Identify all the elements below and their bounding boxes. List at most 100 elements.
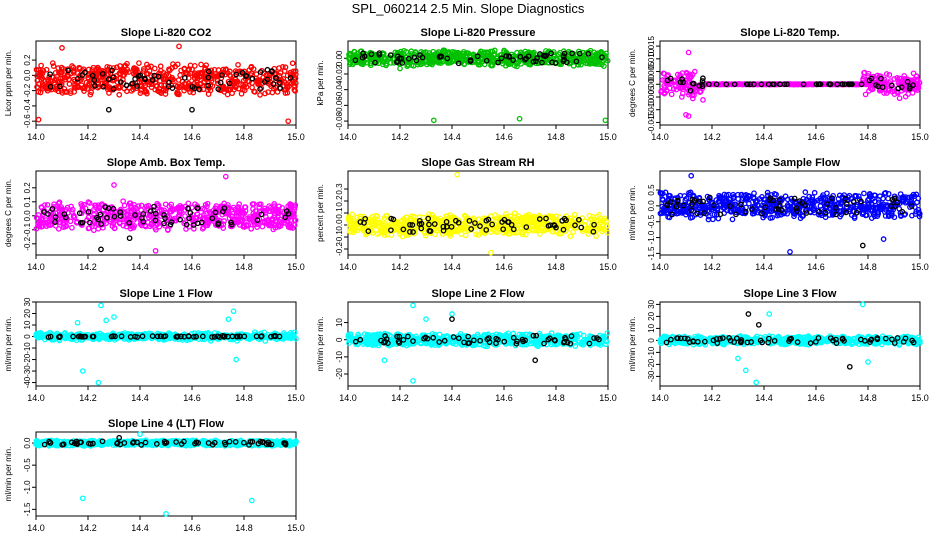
selected-point bbox=[149, 77, 156, 83]
selected-point bbox=[181, 75, 188, 81]
x-tick-label: 14.6 bbox=[495, 262, 513, 272]
data-point bbox=[902, 93, 909, 100]
selected-point bbox=[483, 57, 490, 64]
data-point bbox=[90, 227, 97, 234]
plot-frame bbox=[35, 301, 297, 387]
data-point bbox=[166, 66, 172, 73]
data-point bbox=[525, 61, 532, 68]
data-point bbox=[187, 89, 193, 95]
x-tick-label: 14.8 bbox=[235, 262, 253, 272]
page-title: SPL_060214 2.5 Min. Slope Diagnostics bbox=[351, 1, 585, 16]
x-tick-label: 14.6 bbox=[183, 132, 201, 142]
y-tick-label: -0.06 bbox=[335, 96, 344, 115]
x-tick-label: 15.0 bbox=[911, 262, 929, 272]
y-tick-label: 0.0 bbox=[23, 69, 32, 81]
y-tick-label: -0.1 bbox=[335, 230, 344, 244]
data-point bbox=[567, 233, 574, 240]
x-tick-label: 15.0 bbox=[599, 132, 617, 142]
data-point bbox=[879, 87, 885, 93]
data-point bbox=[224, 91, 231, 98]
data-point bbox=[134, 80, 141, 86]
chart-title: Slope Gas Stream RH bbox=[421, 157, 534, 169]
data-point bbox=[49, 60, 56, 66]
y-axis-label: percent per min. bbox=[316, 184, 325, 242]
data-point bbox=[194, 74, 200, 81]
y-tick-label: 0.0 bbox=[335, 219, 344, 231]
selected-point bbox=[243, 73, 250, 79]
data-point bbox=[410, 62, 417, 69]
x-tick-label: 14.4 bbox=[443, 262, 461, 272]
data-point bbox=[174, 91, 181, 97]
selected-point bbox=[533, 58, 539, 65]
chart-title: Slope Sample Flow bbox=[740, 157, 841, 169]
selected-point bbox=[352, 57, 359, 64]
data-point bbox=[103, 84, 110, 90]
data-point bbox=[52, 86, 59, 93]
data-point bbox=[33, 66, 40, 73]
selected-point bbox=[503, 53, 510, 59]
outlier-point bbox=[602, 117, 609, 124]
selected-point bbox=[474, 53, 481, 60]
data-point bbox=[478, 49, 484, 55]
selected-point bbox=[264, 76, 271, 83]
data-point bbox=[50, 63, 57, 69]
selected-point bbox=[506, 54, 513, 60]
chart-title: Slope Amb. Box Temp. bbox=[107, 157, 226, 169]
x-tick-label: 14.4 bbox=[755, 262, 773, 272]
selected-outlier bbox=[105, 106, 112, 113]
data-point bbox=[257, 92, 263, 98]
selected-point bbox=[56, 83, 63, 90]
selected-point bbox=[132, 76, 138, 82]
outlier-point bbox=[59, 45, 65, 51]
x-tick-label: 14.0 bbox=[339, 262, 357, 272]
y-tick-label: -0.010 bbox=[647, 98, 656, 121]
data-point bbox=[663, 88, 670, 94]
data-point bbox=[46, 73, 53, 80]
selected-point bbox=[522, 56, 528, 63]
selected-point bbox=[436, 54, 443, 60]
selected-point bbox=[129, 80, 136, 87]
data-point bbox=[95, 80, 102, 86]
outlier-point bbox=[230, 308, 237, 315]
data-point bbox=[511, 62, 518, 69]
selected-point bbox=[387, 52, 394, 58]
y-tick-label: -40 bbox=[23, 376, 32, 388]
data-point bbox=[397, 48, 404, 55]
x-tick-label: 14.6 bbox=[495, 393, 513, 403]
data-point bbox=[145, 71, 151, 77]
x-tick-label: 14.8 bbox=[547, 262, 565, 272]
y-tick-label: 10 bbox=[335, 318, 344, 327]
y-tick-label: -0.2 bbox=[23, 236, 32, 250]
data-point bbox=[107, 70, 114, 77]
data-point bbox=[269, 89, 276, 96]
x-tick-label: 15.0 bbox=[287, 132, 305, 142]
chart-title: Slope Li-820 Temp. bbox=[740, 27, 839, 39]
data-point bbox=[215, 80, 221, 87]
data-point bbox=[138, 86, 145, 93]
y-tick-label: -0.04 bbox=[335, 80, 344, 99]
selected-point bbox=[543, 52, 549, 59]
x-tick-label: 14.8 bbox=[235, 132, 253, 142]
data-point bbox=[176, 84, 183, 91]
data-point bbox=[291, 87, 298, 93]
data-point bbox=[227, 73, 234, 80]
data-point bbox=[240, 77, 247, 84]
data-point bbox=[489, 62, 496, 69]
data-point bbox=[862, 91, 869, 98]
data-point bbox=[85, 74, 92, 81]
y-tick-label: 0.1 bbox=[23, 196, 32, 208]
x-tick-label: 14.4 bbox=[443, 132, 461, 142]
data-point bbox=[292, 83, 298, 90]
data-point bbox=[425, 60, 432, 66]
selected-point bbox=[92, 83, 98, 89]
data-point bbox=[463, 50, 470, 56]
data-point bbox=[65, 72, 71, 79]
selected-outlier bbox=[98, 246, 104, 253]
data-point bbox=[157, 89, 163, 95]
x-tick-label: 14.2 bbox=[391, 262, 409, 272]
selected-point bbox=[411, 54, 418, 61]
y-tick-label: 0.005 bbox=[647, 61, 656, 82]
data-point bbox=[87, 91, 94, 98]
data-point bbox=[910, 70, 917, 77]
selected-point bbox=[360, 50, 366, 57]
